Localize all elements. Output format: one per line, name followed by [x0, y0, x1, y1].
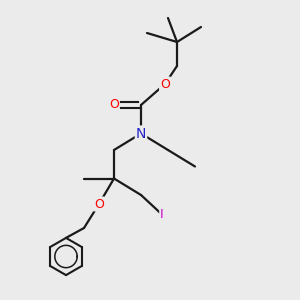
Text: I: I	[160, 208, 164, 221]
Text: O: O	[94, 197, 104, 211]
Text: O: O	[160, 77, 170, 91]
Text: O: O	[109, 98, 119, 112]
Text: N: N	[136, 127, 146, 140]
